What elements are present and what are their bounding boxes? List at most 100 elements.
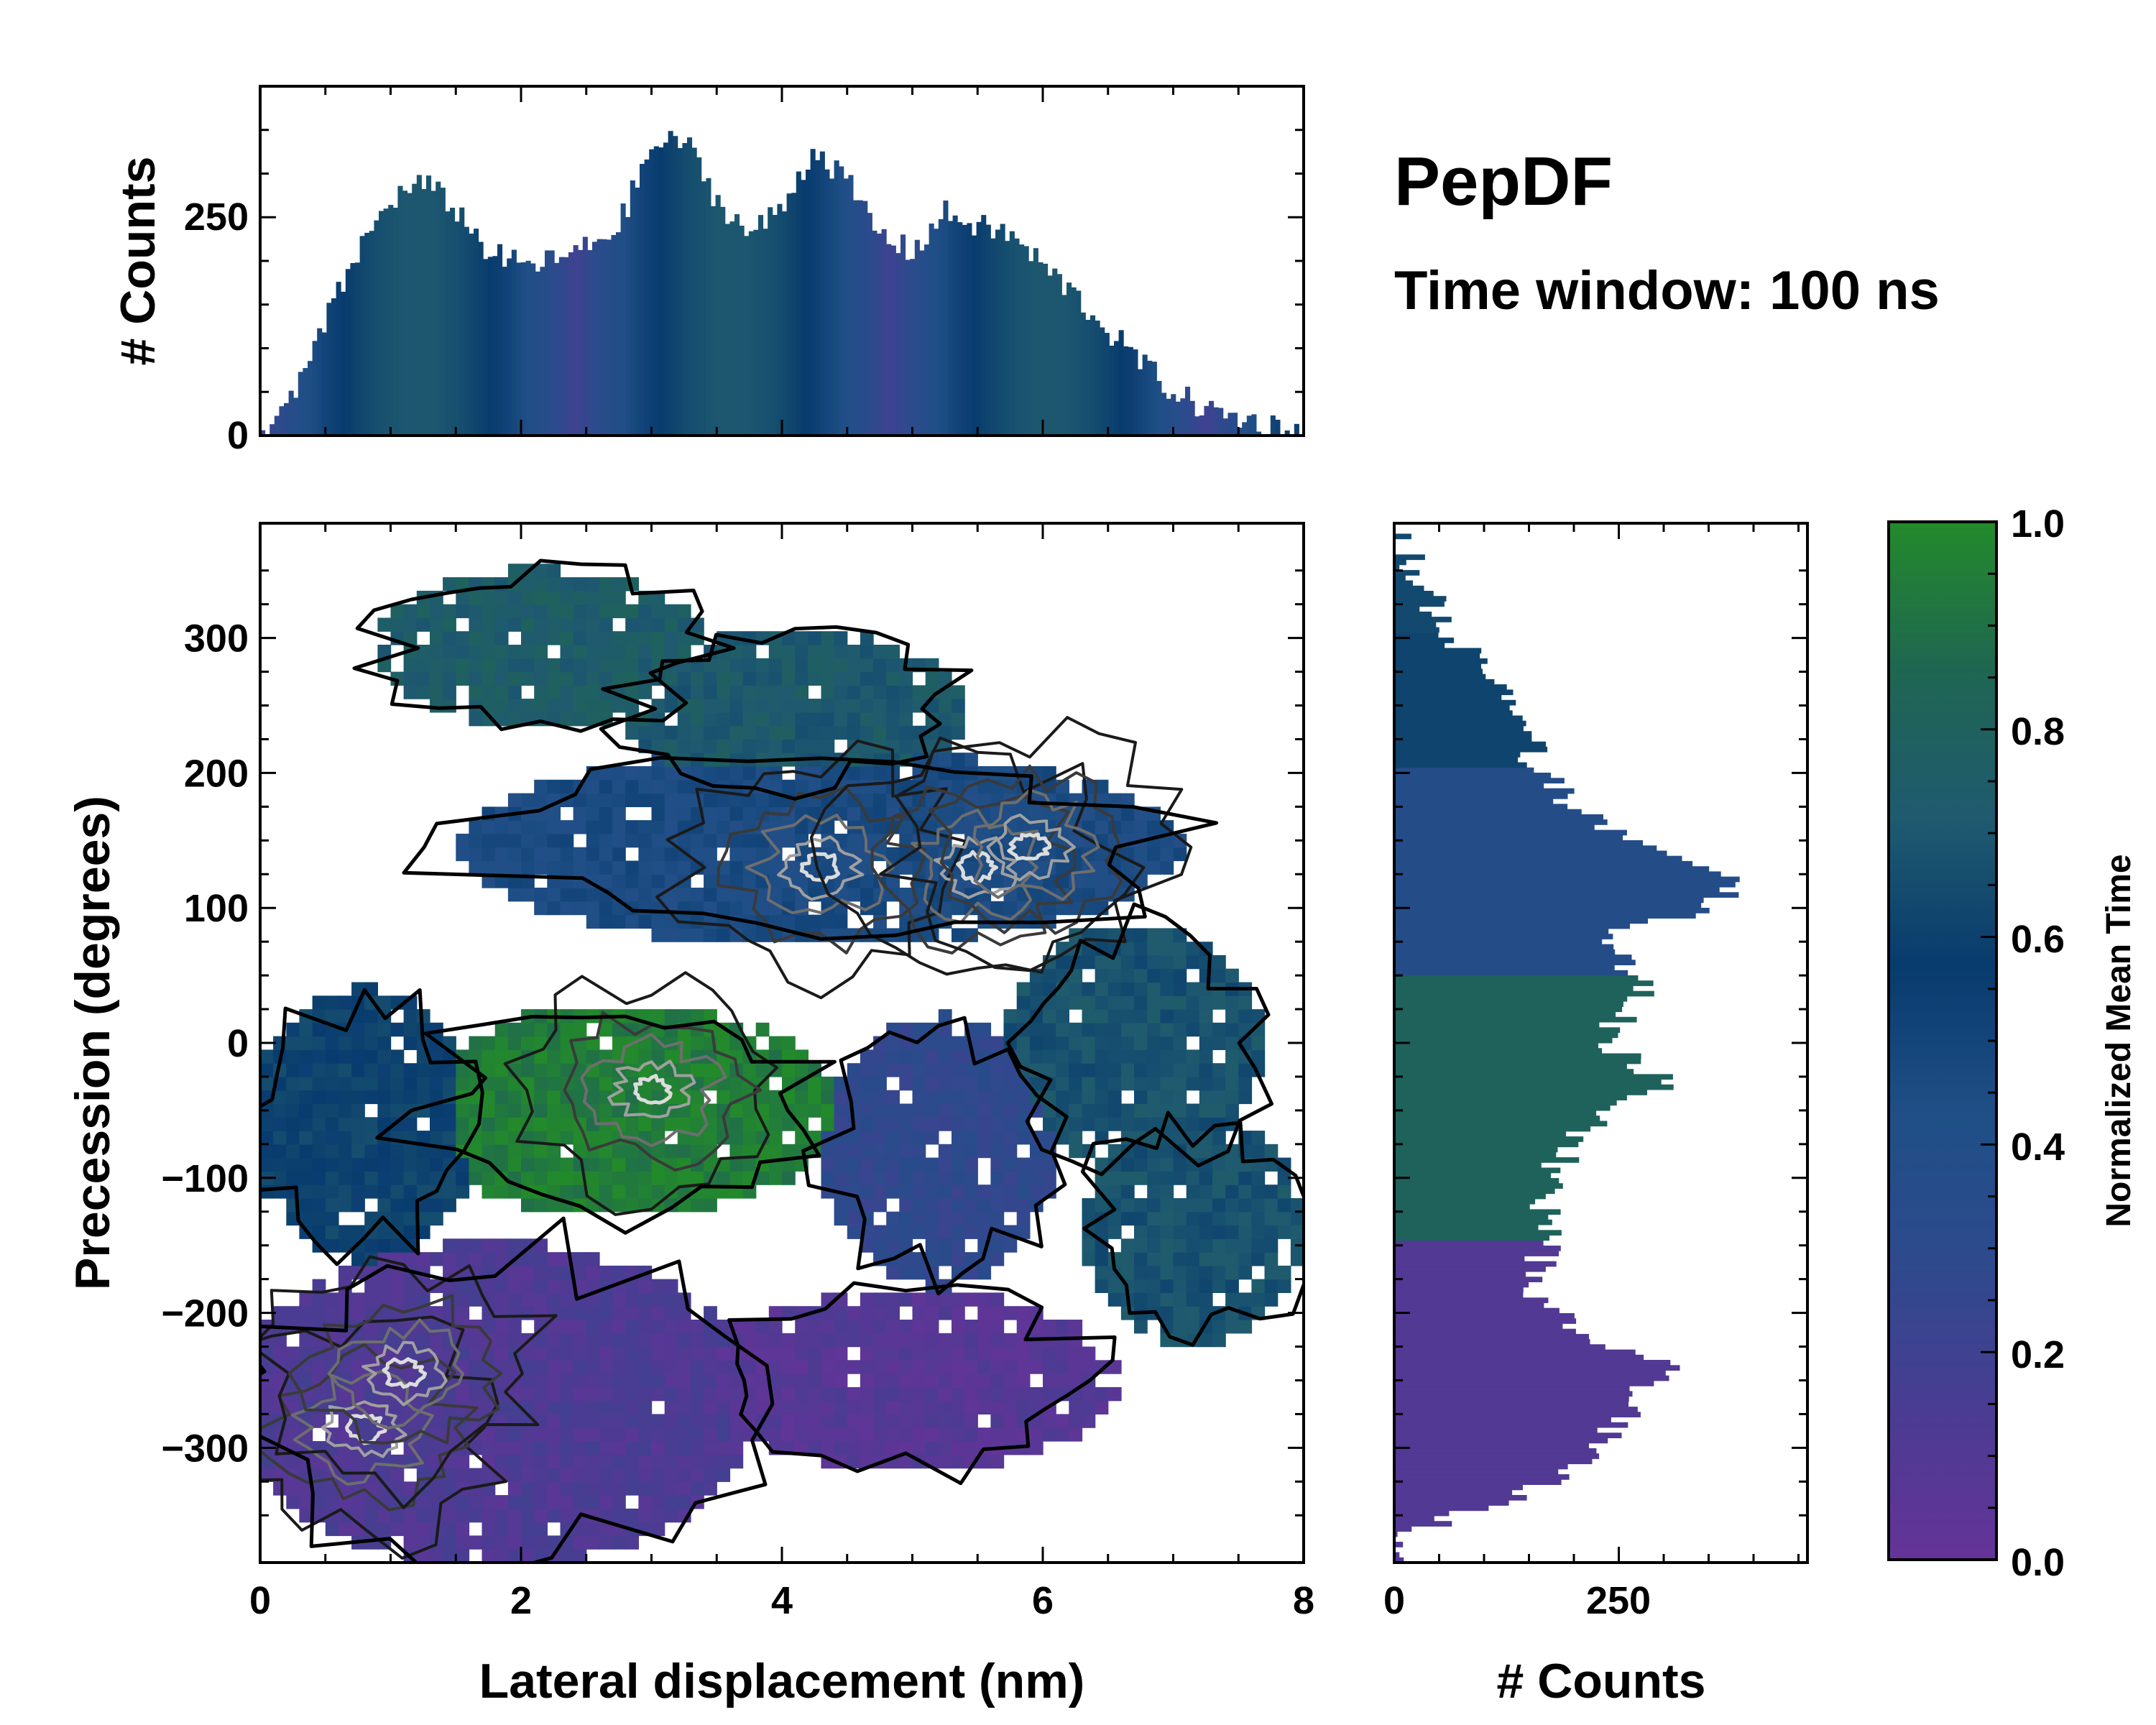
heatmap-cell bbox=[873, 1441, 887, 1455]
heatmap-cell bbox=[1277, 1171, 1291, 1185]
heatmap-cell bbox=[273, 1481, 287, 1496]
heatmap-cell bbox=[1120, 1103, 1135, 1118]
heatmap-cell bbox=[834, 1144, 848, 1159]
right-histogram-bar bbox=[1394, 970, 1628, 976]
heatmap-cell bbox=[1120, 968, 1135, 983]
heatmap-cell bbox=[990, 1346, 1005, 1361]
right-histogram-bar bbox=[1394, 1198, 1536, 1205]
heatmap-cell bbox=[925, 1049, 939, 1064]
heatmap-cell bbox=[521, 1508, 535, 1523]
top-histogram-bar bbox=[1014, 238, 1020, 436]
top-histogram-bar bbox=[293, 397, 299, 436]
heatmap-cell bbox=[847, 1414, 861, 1428]
heatmap-cell bbox=[338, 1117, 352, 1131]
heatmap-cell bbox=[351, 1144, 365, 1159]
heatmap-cell bbox=[742, 712, 757, 727]
heatmap-cell bbox=[456, 1306, 470, 1320]
heatmap-cell bbox=[586, 590, 600, 605]
heatmap-cell bbox=[573, 888, 587, 902]
heatmap-cell bbox=[1120, 1306, 1135, 1320]
heatmap-cell bbox=[691, 928, 704, 942]
heatmap-cell bbox=[938, 1036, 952, 1050]
right-histogram-bar bbox=[1394, 1172, 1552, 1179]
heatmap-cell bbox=[534, 1171, 548, 1185]
heatmap-cell bbox=[782, 671, 796, 686]
heatmap-cell bbox=[729, 1386, 744, 1402]
top-histogram-bar bbox=[1209, 400, 1215, 436]
heatmap-cell bbox=[1016, 1306, 1031, 1320]
heatmap-cell bbox=[782, 1063, 796, 1077]
heatmap-cell bbox=[1147, 1225, 1161, 1239]
right-histogram-bar bbox=[1394, 876, 1740, 883]
heatmap-cell bbox=[691, 1198, 704, 1213]
heatmap-cell bbox=[912, 1386, 926, 1402]
heatmap-cell bbox=[847, 1386, 861, 1402]
heatmap-cell bbox=[873, 1225, 887, 1239]
contour-line bbox=[655, 739, 967, 1000]
colorbar: 0.0 0.2 0.4 0.6 0.8 1.0 Normalized Mean … bbox=[1887, 502, 2138, 1584]
right-histogram-bar bbox=[1394, 1032, 1618, 1039]
top-histogram-bar bbox=[1156, 381, 1162, 436]
top-histogram-bar bbox=[602, 239, 607, 436]
heatmap-cell bbox=[952, 1441, 965, 1455]
top-histogram-bar bbox=[938, 218, 944, 436]
right-xtick-label-250: 250 bbox=[1586, 1579, 1651, 1622]
heatmap-cell bbox=[742, 685, 757, 699]
heatmap-cell bbox=[260, 1400, 274, 1414]
heatmap-cell bbox=[521, 1374, 535, 1388]
heatmap-cell bbox=[1056, 1049, 1069, 1064]
heatmap-cell bbox=[338, 1063, 352, 1077]
heatmap-cell bbox=[651, 604, 665, 619]
heatmap-cell bbox=[482, 1144, 496, 1159]
heatmap-cell bbox=[717, 1103, 731, 1118]
heatmap-cell bbox=[1134, 954, 1148, 970]
heatmap-cell bbox=[377, 658, 392, 673]
heatmap-cell bbox=[1147, 1238, 1161, 1253]
heatmap-cell bbox=[638, 1306, 653, 1320]
contour-line bbox=[727, 1281, 1117, 1486]
right-histogram-bar bbox=[1394, 617, 1452, 622]
heatmap-cell bbox=[964, 1184, 978, 1199]
heatmap-cell bbox=[1107, 1171, 1122, 1185]
right-histogram-bar bbox=[1394, 1386, 1630, 1392]
heatmap-cell bbox=[430, 1333, 443, 1348]
heatmap-cell bbox=[390, 1279, 405, 1293]
heatmap-cell bbox=[403, 1279, 418, 1293]
heatmap-cell bbox=[482, 671, 496, 686]
heatmap-cell bbox=[521, 1292, 535, 1307]
heatmap-cell bbox=[560, 671, 574, 686]
heatmap-cell bbox=[938, 1252, 952, 1266]
heatmap-cell bbox=[1029, 1427, 1044, 1442]
heatmap-cell bbox=[925, 1211, 939, 1226]
right-histogram-bar bbox=[1394, 1246, 1561, 1251]
heatmap-cell bbox=[299, 1481, 313, 1496]
heatmap-cell bbox=[952, 1131, 965, 1145]
heatmap-cell bbox=[299, 1131, 313, 1145]
heatmap-cell bbox=[691, 712, 704, 727]
heatmap-cell bbox=[507, 888, 522, 902]
heatmap-cell bbox=[795, 820, 808, 834]
contour-line bbox=[956, 850, 998, 886]
right-histogram-bar bbox=[1394, 1354, 1644, 1361]
heatmap-cell bbox=[521, 888, 535, 902]
right-histogram-bar bbox=[1394, 913, 1696, 919]
heatmap-cell bbox=[782, 1036, 796, 1050]
heatmap-cell bbox=[338, 1009, 352, 1024]
heatmap-cell bbox=[612, 874, 626, 888]
top-histogram-bar bbox=[653, 146, 659, 436]
heatmap-cell bbox=[755, 712, 770, 727]
joint-ticks bbox=[259, 523, 1305, 1563]
heatmap-cell bbox=[638, 1049, 653, 1064]
heatmap-cell bbox=[990, 1090, 1005, 1105]
heatmap-cell bbox=[312, 1495, 326, 1509]
heatmap-cell bbox=[547, 779, 561, 794]
right-histogram-bar bbox=[1394, 1063, 1627, 1070]
heatmap-cell bbox=[1107, 806, 1122, 821]
heatmap-cell bbox=[482, 1306, 496, 1320]
heatmap-cell bbox=[834, 847, 848, 862]
right-histogram-bar bbox=[1394, 1318, 1577, 1324]
heatmap-cell bbox=[1043, 1374, 1056, 1388]
heatmap-cell bbox=[1134, 1036, 1148, 1050]
heatmap-cell bbox=[494, 1333, 509, 1348]
heatmap-cell bbox=[1056, 1009, 1069, 1024]
